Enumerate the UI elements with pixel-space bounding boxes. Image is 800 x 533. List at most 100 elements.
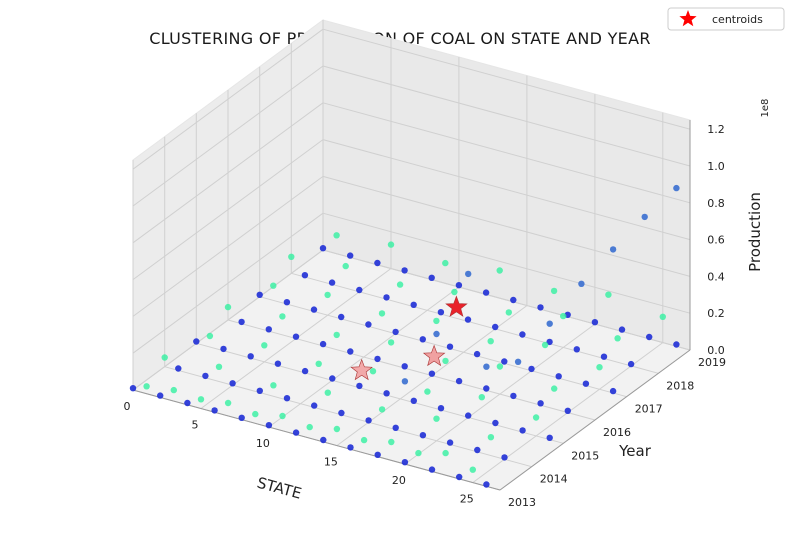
z-tick-label: 0.6 [707, 234, 725, 247]
legend-star-icon [679, 10, 697, 27]
data-point [482, 289, 490, 296]
grid-line-back-z [322, 102, 691, 204]
data-point [501, 454, 508, 461]
z-tick-label: 0.8 [707, 197, 725, 210]
data-point [301, 272, 309, 279]
data-point [265, 422, 273, 429]
data-point [446, 439, 454, 446]
grid-line-floor-y [196, 342, 564, 444]
data-point [627, 360, 635, 368]
data-point [483, 385, 490, 392]
data-point [514, 358, 522, 365]
data-point [215, 363, 223, 370]
data-point [446, 343, 454, 350]
data-point [365, 321, 372, 328]
data-point [238, 414, 245, 421]
data-point [224, 303, 232, 311]
centroid-marker [350, 358, 373, 381]
data-point [292, 429, 300, 436]
data-point [387, 339, 395, 346]
data-point [324, 389, 331, 396]
data-point [492, 419, 499, 427]
z-axis-exponent: 1e8 [760, 99, 771, 118]
data-point [614, 335, 621, 342]
chart-title: CLUSTERING OF PRODUCTION OF COAL ON STAT… [149, 29, 651, 48]
data-point [238, 318, 245, 326]
legend-label-centroids: centroids [712, 13, 763, 26]
data-point [455, 282, 463, 289]
data-point [532, 414, 540, 421]
data-point [338, 313, 345, 321]
data-point [473, 350, 481, 358]
data-point [292, 333, 300, 340]
data-point [428, 370, 436, 377]
data-point [324, 291, 331, 299]
data-point [501, 358, 508, 365]
y-tick-label: 2017 [635, 403, 663, 416]
data-point [224, 399, 232, 407]
z-tick-label: 1.0 [707, 160, 725, 173]
data-point [184, 399, 191, 407]
data-point [202, 372, 209, 380]
data-point [161, 354, 168, 361]
z-axis-label: Production [746, 192, 764, 272]
y-tick-label: 2013 [508, 496, 536, 509]
data-point [564, 407, 571, 414]
data-point [261, 342, 268, 349]
z-tick-label: 0.4 [707, 270, 725, 283]
data-point [229, 380, 236, 387]
centroid-markers [350, 295, 468, 381]
grid-line-floor-y [227, 319, 596, 421]
data-point [478, 394, 485, 401]
data-point [537, 400, 544, 407]
data-point [510, 392, 517, 400]
data-point [573, 346, 580, 353]
data-point [283, 299, 291, 306]
data-point [383, 294, 390, 301]
data-point [356, 286, 363, 294]
x-tick-label: 25 [460, 493, 474, 506]
data-point [206, 332, 214, 340]
data-point [333, 232, 340, 239]
grid-line-left-z [132, 102, 324, 244]
data-point [433, 317, 440, 325]
data-point [609, 246, 617, 253]
data-point [328, 279, 336, 286]
x-tick-label: 10 [256, 437, 270, 450]
data-point [315, 360, 322, 367]
data-point [442, 449, 449, 457]
data-point [673, 184, 680, 192]
data-point [220, 345, 227, 353]
data-point [487, 338, 494, 345]
data-point [279, 313, 286, 320]
data-point [333, 425, 341, 433]
y-tick-label: 2016 [603, 426, 631, 439]
data-point [641, 213, 648, 221]
y-axis-line [499, 349, 691, 491]
data-point [143, 383, 150, 390]
data-point [387, 241, 395, 248]
data-point [401, 378, 409, 385]
z-tick-label: 0.0 [707, 344, 725, 357]
grid-line-left-z [132, 28, 324, 170]
data-point [483, 363, 490, 370]
grid-line-left-z [132, 65, 324, 207]
data-point [265, 326, 272, 333]
data-point [252, 410, 259, 418]
data-point [537, 304, 544, 311]
grid-line-floor-y [164, 366, 532, 468]
grid-line-left-z [132, 249, 324, 391]
data-point [519, 427, 526, 434]
data-point [306, 423, 313, 431]
data-point [310, 306, 318, 313]
data-point [600, 353, 608, 360]
data-point [550, 287, 558, 295]
data-point [483, 481, 490, 488]
data-point [419, 432, 427, 439]
data-point [175, 365, 182, 372]
x-axis-label: STATE [255, 474, 303, 503]
data-point [347, 252, 354, 259]
data-point [319, 245, 327, 252]
legend: centroids [667, 7, 785, 31]
